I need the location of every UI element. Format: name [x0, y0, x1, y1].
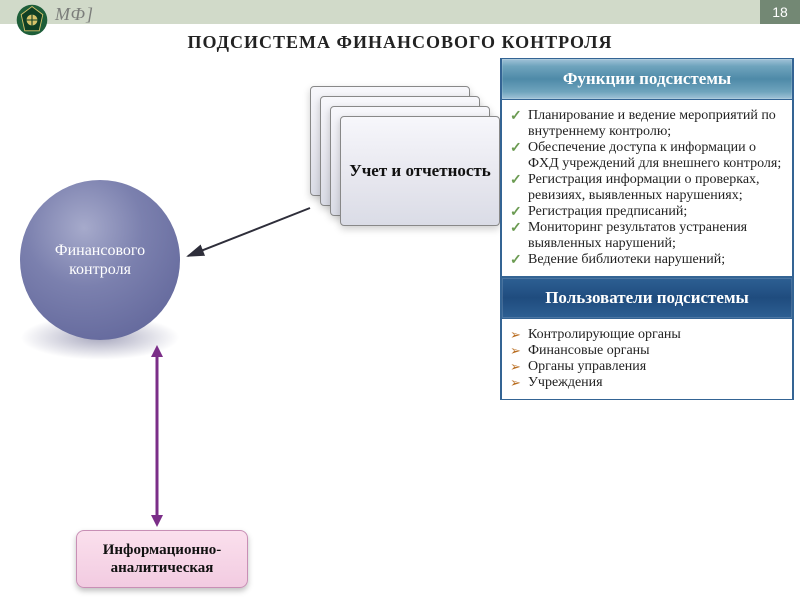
node-analytical-block: Информационно-аналитическая — [76, 530, 248, 588]
list-item: Ведение библиотеки нарушений; — [506, 252, 784, 268]
list-item: Регистрация предписаний; — [506, 204, 784, 220]
panel-functions-list: Планирование и ведение мероприятий по вн… — [501, 100, 793, 277]
node-financial-control-label: Финансового контроля — [30, 241, 170, 279]
list-item: Финансовые органы — [506, 343, 784, 359]
node-analytical-label: Информационно-аналитическая — [77, 541, 247, 577]
logo-text: МФ] — [55, 4, 94, 25]
list-item: Обеспечение доступа к информации о ФХД у… — [506, 140, 784, 172]
panel-header-users: Пользователи подсистемы — [501, 277, 793, 319]
page-number-badge: 18 — [760, 0, 800, 24]
slide: МФ] 18 ПОДСИСТЕМА ФИНАНСОВОГО КОНТРОЛЯ Ф… — [0, 0, 800, 600]
arrow-stack-to-circle-icon — [180, 200, 320, 270]
side-panel: Функции подсистемы Планирование и ведени… — [500, 58, 794, 400]
list-item: Органы управления — [506, 359, 784, 375]
list-item: Регистрация информации о проверках, реви… — [506, 172, 784, 204]
list-item: Мониторинг результатов устранения выявле… — [506, 220, 784, 252]
list-item: Учреждения — [506, 375, 784, 391]
panel-header-functions: Функции подсистемы — [501, 58, 793, 100]
list-item: Контролирующие органы — [506, 327, 784, 343]
arrow-circle-to-pink-icon — [147, 345, 167, 530]
panel-users-list: Контролирующие органы Финансовые органы … — [501, 319, 793, 400]
node-accounting-stack: Учет и отчетность — [310, 86, 500, 226]
list-item: Планирование и ведение мероприятий по вн… — [506, 108, 784, 140]
page-title: ПОДСИСТЕМА ФИНАНСОВОГО КОНТРОЛЯ — [0, 32, 800, 53]
node-accounting-label: Учет и отчетность — [349, 161, 491, 181]
topbar — [0, 0, 800, 24]
